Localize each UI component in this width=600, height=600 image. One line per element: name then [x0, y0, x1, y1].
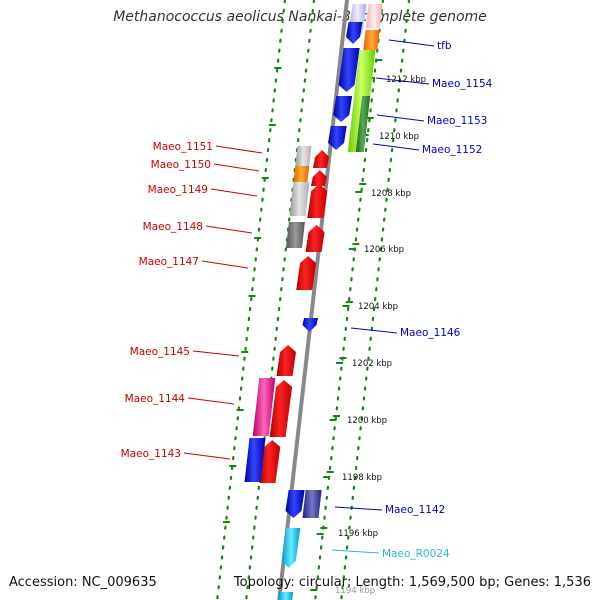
leader-line-right: [376, 114, 425, 122]
leader-line-right: [350, 327, 398, 334]
gene-label-left: Maeo_1145: [130, 346, 190, 358]
feature-maeo-1148: [285, 222, 305, 248]
feature-maeo-1142: [285, 490, 305, 518]
scale-label: 1212 kbp: [386, 75, 426, 85]
feature-maeo-1153: [333, 96, 353, 122]
feature-maeo-1142-b: [302, 490, 322, 518]
genome-summary-text: Topology: circular; Length: 1,569,500 bp…: [233, 575, 591, 590]
feature-maeo-1149: [289, 182, 310, 216]
guide-right-inner: [314, 0, 385, 600]
feature-lime: [347, 50, 376, 152]
feature-maeo-1146: [302, 318, 319, 332]
leader-line-left: [183, 452, 231, 460]
scale-label: 1194 kbp: [335, 586, 375, 596]
gene-label-right: Maeo_1152: [422, 144, 482, 156]
feature-maeo-1143: [244, 438, 266, 482]
feature-maeo-1148-r: [305, 225, 325, 252]
leader-line-left: [213, 163, 260, 172]
genome-title: Methanococcus aeolicus Nankai-3, complet…: [113, 9, 487, 25]
gene-label-left: Maeo_1149: [148, 184, 208, 196]
leader-line-left: [210, 188, 258, 197]
gene-label-left: Maeo_1143: [121, 448, 181, 460]
scale-label: 1200 kbp: [347, 416, 387, 426]
feature-maeo-1143-r: [259, 440, 281, 483]
feature-green: [355, 96, 371, 152]
leader-line-left: [215, 145, 263, 154]
feature-maeo-1149-r: [307, 184, 328, 218]
feature-maeo-1151: [295, 146, 312, 166]
feature-maeo-1145: [276, 345, 297, 376]
feature-tfb: [346, 22, 363, 44]
feature-maeo-1147: [296, 256, 317, 290]
gene-label-right: Maeo_R0024: [382, 548, 450, 560]
scale-label: 1206 kbp: [364, 245, 404, 255]
label-leader-lines: [183, 39, 435, 554]
leader-line-left: [192, 350, 240, 357]
gene-label-left: Maeo_1147: [139, 256, 199, 268]
scale-label: 1208 kbp: [371, 189, 411, 199]
guide-right-outer: [340, 0, 411, 600]
leader-line-right: [331, 549, 380, 554]
scale-label: 1196 kbp: [338, 529, 378, 539]
feature-maeo-1150: [293, 166, 310, 182]
leader-line-left: [205, 225, 253, 234]
leader-line-left: [201, 260, 249, 269]
leader-line-right: [375, 77, 430, 85]
feature-maeo-1144: [252, 378, 276, 436]
gene-label-right: Maeo_1153: [427, 115, 487, 127]
feature-cyan-bottom: [278, 592, 294, 600]
feature-top-peach: [365, 4, 383, 28]
gene-label-left: Maeo_1148: [143, 221, 203, 233]
guide-left-outer: [216, 0, 287, 600]
leader-line-right: [372, 143, 420, 151]
gene-label-right: Maeo_1154: [432, 78, 493, 90]
dotted-guide-lines: [216, 0, 411, 600]
feature-maeo-r0024: [281, 528, 301, 568]
scale-ticks: [223, 59, 383, 591]
leader-line-left: [187, 397, 235, 405]
leader-line-right: [388, 39, 435, 47]
gene-label-left: Maeo_1144: [125, 393, 186, 405]
accession-text: Accession: NC_009635: [9, 575, 157, 590]
labels: tfb Maeo_1154 Maeo_1153 Maeo_1152 Maeo_1146 M…: [121, 40, 493, 596]
gene-label-right: Maeo_1142: [385, 504, 445, 516]
leader-line-right: [334, 506, 383, 511]
gene-features: [244, 4, 383, 600]
feature-orange-right: [363, 30, 380, 50]
gene-label-left: Maeo_1151: [153, 141, 213, 153]
gene-label-right: tfb: [437, 40, 452, 52]
feature-maeo-1150-r: [310, 170, 327, 186]
gene-label-left: Maeo_1150: [151, 159, 211, 171]
feature-maeo-1151-r: [313, 150, 330, 168]
feature-maeo-1152: [328, 126, 347, 150]
scale-label: 1210 kbp: [379, 132, 419, 142]
guide-left-inner: [245, 0, 316, 600]
feature-maeo-1154: [338, 48, 360, 92]
scale-label: 1198 kbp: [342, 473, 382, 483]
gene-label-right: Maeo_1146: [400, 327, 461, 339]
feature-maeo-1144-r: [269, 380, 293, 437]
scale-label: 1204 kbp: [358, 302, 398, 312]
scale-label: 1202 kbp: [352, 359, 392, 369]
